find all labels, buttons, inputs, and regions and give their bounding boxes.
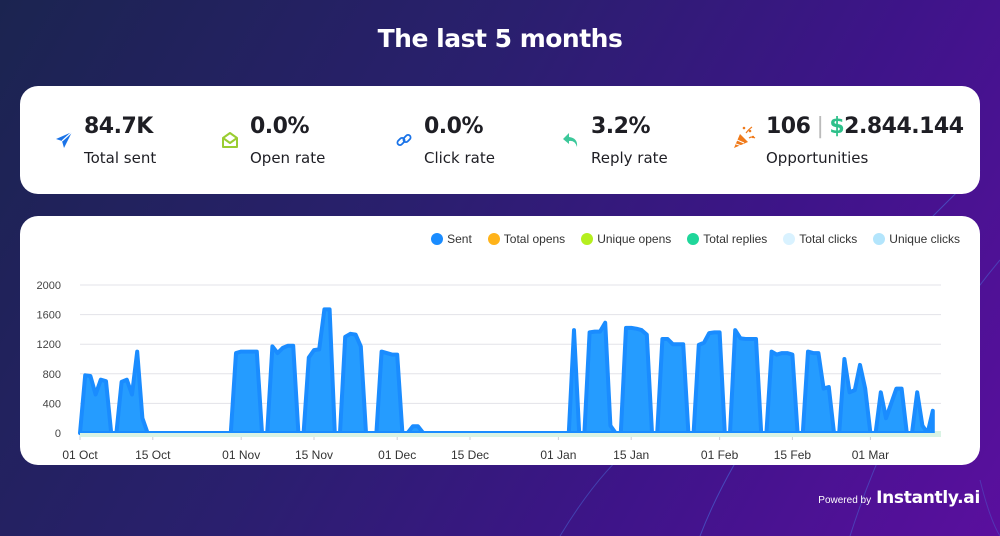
x-tick-label: 01 Dec	[378, 448, 416, 462]
legend-item-total-opens[interactable]: Total opens	[487, 232, 566, 246]
value-separator: |	[816, 114, 824, 139]
powered-by: Powered by Instantly.ai	[818, 488, 980, 508]
stat-label: Click rate	[424, 149, 495, 167]
sent-area-chart: 0 400 800 1200 1600 2000 01 Oct 15 Oct 01 Nov 15 …	[37, 280, 941, 462]
stat-value: 0.0%	[424, 114, 484, 139]
opportunities-count: 106	[766, 114, 811, 139]
x-tick-label: 15 Oct	[135, 448, 171, 462]
open-envelope-icon	[222, 132, 238, 148]
series-sent-area	[78, 307, 935, 435]
x-tick-label: 01 Oct	[62, 448, 98, 462]
legend-item-sent[interactable]: Sent	[431, 232, 472, 246]
stat-label: Opportunities	[766, 149, 869, 167]
stats-card: 84.7K Total sent 0.0% Open rate 0.0% Cli…	[20, 86, 980, 194]
y-tick-label: 2000	[37, 280, 61, 292]
y-tick-label: 400	[43, 398, 61, 410]
legend-label: Unique clicks	[889, 232, 960, 246]
stat-value: 84.7K	[84, 114, 153, 139]
chart-legend: Sent Total opens Unique opens Total repl…	[431, 232, 960, 246]
legend-marker	[487, 233, 500, 245]
y-tick-label: 1600	[37, 310, 61, 322]
y-tick-label: 800	[43, 369, 61, 381]
stat-label: Reply rate	[591, 149, 668, 167]
legend-label: Total opens	[503, 232, 566, 246]
y-tick-label: 1200	[37, 339, 61, 351]
legend-label: Sent	[447, 232, 472, 246]
reply-arrow-icon	[563, 133, 578, 147]
legend-label: Total clicks	[799, 232, 858, 246]
x-tick-label: 01 Jan	[540, 448, 576, 462]
stat-label: Total sent	[84, 149, 157, 167]
party-popper-icon	[734, 126, 756, 148]
legend-marker	[687, 233, 700, 245]
legend-marker	[873, 233, 886, 245]
legend-label: Unique opens	[597, 232, 672, 246]
legend-item-unique-clicks[interactable]: Unique clicks	[873, 232, 960, 246]
x-tick-label: 15 Nov	[295, 448, 333, 462]
currency-symbol: $	[829, 114, 845, 139]
powered-by-text: Powered by	[818, 495, 872, 506]
x-tick-label: 01 Feb	[701, 448, 739, 462]
legend-item-total-replies[interactable]: Total replies	[687, 232, 767, 246]
legend-marker	[581, 233, 594, 245]
legend-marker	[783, 233, 796, 245]
legend-item-unique-opens[interactable]: Unique opens	[581, 232, 671, 246]
stat-value: 0.0%	[250, 114, 310, 139]
legend-label: Total replies	[703, 232, 768, 246]
legend-item-total-clicks[interactable]: Total clicks	[783, 232, 857, 246]
page-title: The last 5 months	[377, 24, 623, 53]
x-tick-label: 01 Nov	[222, 448, 260, 462]
x-tick-label: 15 Feb	[774, 448, 812, 462]
x-tick-label: 01 Mar	[852, 448, 889, 462]
y-tick-label: 0	[55, 428, 61, 440]
legend-marker	[431, 233, 444, 245]
stat-label: Open rate	[250, 149, 326, 167]
stat-value: 3.2%	[591, 114, 651, 139]
link-icon	[396, 134, 412, 146]
x-tick-label: 15 Jan	[613, 448, 649, 462]
opportunities-amount: 2.844.144	[844, 114, 964, 139]
brand-logo: Instantly.ai	[876, 488, 980, 508]
stat-value: 106 | $2.844.144	[766, 114, 964, 139]
replies-baseline	[80, 433, 941, 436]
x-tick-label: 15 Dec	[451, 448, 489, 462]
chart-card: Sent Total opens Unique opens Total repl…	[20, 216, 980, 465]
paper-plane-icon	[56, 131, 73, 148]
